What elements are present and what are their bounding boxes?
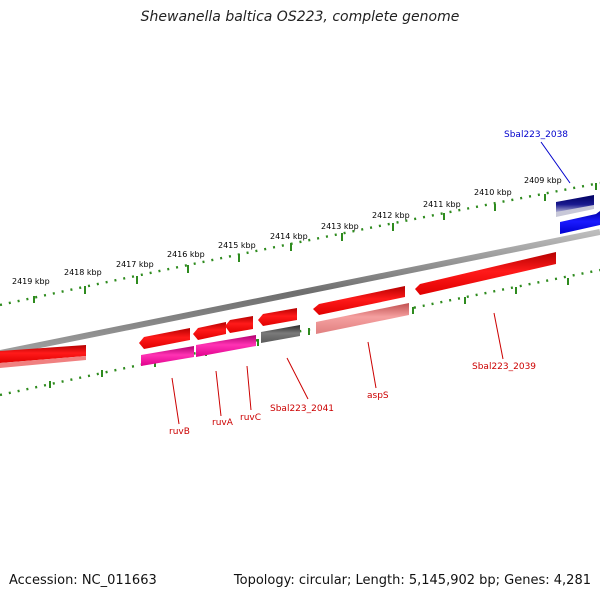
gene-features[interactable] bbox=[0, 195, 600, 368]
gene-box-Sbal223_2041[interactable] bbox=[261, 325, 300, 343]
leader-lines bbox=[171, 141, 571, 425]
gene-box-aspS[interactable] bbox=[316, 303, 409, 334]
kbp-label: 2419 kbp bbox=[12, 277, 50, 286]
kbp-label: 2416 kbp bbox=[167, 250, 205, 259]
kbp-label: 2418 kbp bbox=[64, 268, 102, 277]
gene-arrow-ruvA[interactable] bbox=[193, 322, 226, 340]
gene-arrow-aspS[interactable] bbox=[313, 286, 405, 315]
gene-labels[interactable]: ruvB ruvA ruvC Sbal223_2041 aspS Sbal223… bbox=[169, 130, 568, 437]
gene-label-ruvC: ruvC bbox=[240, 413, 261, 423]
gene-shadow-Sbal223_2038 bbox=[556, 205, 594, 217]
kbp-label: 2410 kbp bbox=[474, 188, 512, 197]
upper-scale-track bbox=[0, 181, 600, 307]
gene-arrow-partial-left[interactable] bbox=[0, 345, 86, 363]
accession-text: Accession: NC_011663 bbox=[9, 573, 157, 588]
gene-label-Sbal223_2039: Sbal223_2039 bbox=[472, 362, 536, 372]
gene-arrow-ruvC[interactable] bbox=[225, 316, 253, 333]
gene-label-aspS: aspS bbox=[367, 391, 389, 401]
kbp-labels: 2419 kbp 2418 kbp 2417 kbp 2416 kbp 2415… bbox=[12, 176, 562, 286]
gene-arrow-Sbal223_2039[interactable] bbox=[415, 252, 556, 295]
gene-label-ruvA: ruvA bbox=[212, 418, 234, 428]
kbp-label: 2414 kbp bbox=[270, 232, 308, 241]
kbp-label: 2411 kbp bbox=[423, 200, 461, 209]
gene-label-ruvB: ruvB bbox=[169, 427, 190, 437]
gene-arrow-ruvB[interactable] bbox=[139, 328, 190, 349]
gene-label-Sbal223_2038: Sbal223_2038 bbox=[504, 130, 568, 140]
kbp-label: 2415 kbp bbox=[218, 241, 256, 250]
kbp-label: 2417 kbp bbox=[116, 260, 154, 269]
gene-box-Sbal223_2038[interactable] bbox=[556, 195, 594, 214]
gene-box-ruvB[interactable] bbox=[141, 346, 194, 366]
gene-arrow-Sbal223_2041[interactable] bbox=[258, 308, 297, 326]
map-title: Shewanella baltica OS223, complete genom… bbox=[140, 9, 460, 25]
gene-label-Sbal223_2041: Sbal223_2041 bbox=[270, 404, 334, 414]
kbp-label: 2412 kbp bbox=[372, 211, 410, 220]
gene-arrow-Sbal223_2038[interactable] bbox=[560, 211, 600, 234]
kbp-label: 2409 kbp bbox=[524, 176, 562, 185]
kbp-label: 2413 kbp bbox=[321, 222, 359, 231]
gene-shadow-partial-left bbox=[0, 356, 86, 368]
topology-text: Topology: circular; Length: 5,145,902 bp… bbox=[233, 573, 591, 588]
gene-box-ruvA[interactable] bbox=[196, 335, 256, 357]
genome-backbone bbox=[0, 229, 600, 356]
